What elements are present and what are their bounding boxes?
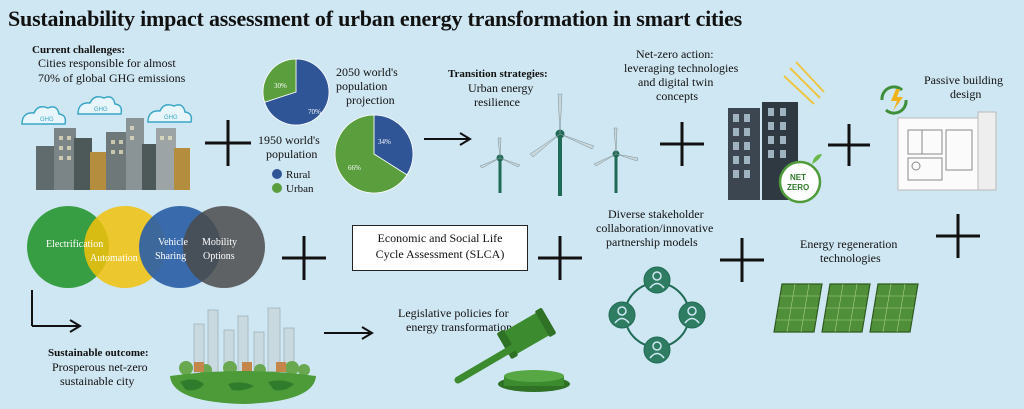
regeneration-line1: Energy regeneration [800,237,898,251]
stakeholder-network-icon [608,266,706,364]
ghg-cloud-icon: GHG [77,96,123,115]
stakeholder-line3: partnership models [606,235,698,249]
elbow-arrow-icon [31,290,82,333]
netzero-line1: Net-zero action: [636,47,714,61]
net-zero-buildings-icon: NET ZERO [728,61,825,204]
netzero-line2: leveraging technologies [624,61,739,75]
building-blueprint-icon [897,111,997,191]
netzero-line3: and digital twin [638,75,714,89]
plus-icon [828,124,870,166]
label-2050-line2: population [336,79,388,93]
plus-icon [936,214,980,258]
city-skyline-icon: GHG GHG GHG [21,96,193,190]
stakeholder-line1: Diverse stakeholder [608,207,704,221]
legend-rural-label: Rural [286,169,311,181]
gavel-icon [454,308,570,392]
arrow-icon [324,326,374,340]
outcome-heading: Sustainable outcome: [48,347,149,359]
net-zero-badge: NET ZERO [778,154,822,204]
cloud-label-1: GHG [40,117,54,123]
venn-label-mobility: Mobility [202,237,237,248]
wind-turbines-icon [479,93,639,196]
legend-urban-label: Urban [286,183,314,195]
regeneration-line2: technologies [820,251,881,265]
arrow-icon [424,132,472,146]
stakeholder-line2: collaboration/innovative [596,221,714,235]
plus-icon [538,236,582,280]
green-city-icon [170,307,316,404]
page-title: Sustainability impact assessment of urba… [8,6,743,31]
transition-line1: Urban energy [468,81,534,95]
label-1950-line1: 1950 world's [258,133,320,147]
transition-line2: resilience [474,95,520,109]
passive-line2: design [950,87,982,101]
venn-label-electrification: Electrification [46,239,103,250]
label-2050-line3: projection [346,93,395,107]
venn-label-sharing: Sharing [155,251,186,262]
pie-1950-rural-slice [264,58,330,126]
ghg-cloud-icon: GHG [147,104,193,123]
transition-heading: Transition strategies: [448,68,548,80]
legend-urban-swatch [272,183,282,193]
venn-circle-electrification [27,206,109,288]
pie-1950-population: 30% 70% [262,58,330,126]
cloud-label-2: GHG [94,107,108,113]
venn-label-automation: Automation [90,253,138,264]
label-2050-line1: 2050 world's [336,65,398,79]
ghg-cloud-icon: GHG [21,106,67,125]
slca-line1: Economic and Social Life [377,231,503,245]
badge-net: NET [790,173,806,182]
legislative-line1: Legislative policies for [398,306,509,320]
legislative-line2: energy transformation [406,320,513,334]
venn-circle-mobility-options [183,206,265,288]
pie-1950-urban-label: 30% [274,82,287,90]
legend-urban: Urban [272,183,314,196]
challenges-line1: Cities responsible for almost [38,56,176,70]
solar-panels-icon [773,283,919,333]
outcome-line2: sustainable city [60,374,135,388]
pie-2050-rural-label: 34% [378,138,391,146]
passive-line1: Passive building [924,73,1004,87]
plus-icon [205,120,251,166]
badge-zero: ZERO [787,183,809,192]
outcome-line1: Prosperous net-zero [52,360,148,374]
energy-cycle-icon [880,85,908,115]
plus-icon [720,238,764,282]
venn-diagram: Electrification Automation Vehicle Shari… [27,206,265,288]
venn-label-options: Options [203,251,235,262]
legend-rural: Rural [272,169,310,182]
cloud-label-3: GHG [164,115,178,121]
challenges-heading: Current challenges: [32,44,125,56]
sun-icon [783,61,825,105]
challenges-line2: 70% of global GHG emissions [38,71,186,85]
slca-box: Economic and Social Life Cycle Assessmen… [352,225,528,271]
legend-rural-swatch [272,169,282,179]
pie-1950-rural-label: 70% [308,108,321,116]
netzero-line4: concepts [656,89,698,103]
pie-2050-urban-slice [334,114,408,194]
plus-icon [282,236,326,280]
pie-1950-urban-slice [262,58,297,103]
venn-label-vehicle: Vehicle [158,237,189,248]
plus-icon [660,122,704,166]
pie-2050-urban-label: 66% [348,164,361,172]
label-1950-line2: population [266,147,318,161]
pie-2050-population: 34% 66% [334,114,414,194]
slca-line2: Cycle Assessment (SLCA) [375,247,505,261]
